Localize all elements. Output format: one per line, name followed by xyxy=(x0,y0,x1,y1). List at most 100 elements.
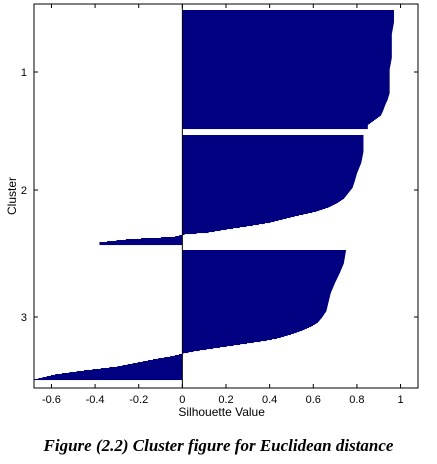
silhouette-bar xyxy=(182,95,389,97)
silhouette-bar xyxy=(182,332,297,334)
silhouette-bar xyxy=(182,128,368,130)
silhouette-bar xyxy=(50,375,183,377)
silhouette-bar xyxy=(182,182,355,184)
silhouette-bar xyxy=(142,361,183,363)
silhouette-bar xyxy=(182,260,345,262)
silhouette-bar xyxy=(182,202,339,204)
silhouette-bar xyxy=(182,45,392,47)
silhouette-bar xyxy=(182,289,333,291)
silhouette-bar xyxy=(182,161,362,163)
silhouette-bar xyxy=(182,220,279,222)
silhouette-bar xyxy=(182,309,327,311)
silhouette-bar xyxy=(182,327,310,329)
silhouette-bar xyxy=(182,316,323,318)
silhouette-bar xyxy=(55,374,183,376)
silhouette-bar xyxy=(182,11,394,13)
silhouette-bar xyxy=(182,228,234,230)
silhouette-bar xyxy=(182,150,364,152)
silhouette-bar xyxy=(182,336,285,338)
silhouette-bar xyxy=(182,334,291,336)
silhouette-bar xyxy=(182,307,328,309)
silhouette-bar xyxy=(182,301,329,303)
silhouette-bars xyxy=(34,10,394,381)
silhouette-bar xyxy=(182,226,247,228)
silhouette-bar xyxy=(182,283,335,285)
silhouette-bar xyxy=(182,100,388,102)
silhouette-bar xyxy=(182,110,384,112)
silhouette-bar xyxy=(182,250,346,252)
silhouette-bar xyxy=(182,154,363,156)
silhouette-bar xyxy=(182,174,357,176)
silhouette-bar xyxy=(182,104,386,106)
silhouette-bar xyxy=(182,78,390,80)
y-tick-label: 2 xyxy=(21,185,27,197)
silhouette-bar xyxy=(182,10,394,12)
x-axis-label: Silhouette Value xyxy=(178,405,265,419)
silhouette-bar xyxy=(182,299,330,301)
silhouette-bar xyxy=(182,305,328,307)
silhouette-bar xyxy=(182,66,391,68)
silhouette-bar xyxy=(182,30,393,32)
silhouette-bar xyxy=(182,166,360,168)
silhouette-bar xyxy=(116,240,183,242)
silhouette-bar xyxy=(182,91,390,93)
x-tick-label: 0.2 xyxy=(218,394,233,406)
silhouette-bar xyxy=(182,292,331,294)
silhouette-bar xyxy=(182,343,248,345)
silhouette-bar xyxy=(127,364,183,366)
silhouette-bar xyxy=(182,306,328,308)
silhouette-bar xyxy=(182,59,392,61)
silhouette-bar xyxy=(182,291,332,293)
silhouette-bar xyxy=(158,358,183,360)
silhouette-bar xyxy=(182,352,189,354)
silhouette-bar xyxy=(182,117,379,119)
silhouette-bar xyxy=(182,155,363,157)
silhouette-bar xyxy=(182,67,391,69)
silhouette-bar xyxy=(182,87,390,89)
cluster-3-bars xyxy=(34,250,346,381)
silhouette-bar xyxy=(182,143,364,145)
silhouette-bar xyxy=(182,258,345,260)
silhouette-bar xyxy=(182,86,390,88)
silhouette-bar xyxy=(182,337,281,339)
silhouette-bar xyxy=(182,160,362,162)
silhouette-bar xyxy=(182,321,319,323)
silhouette-bar xyxy=(182,40,392,42)
silhouette-bar xyxy=(182,54,392,56)
silhouette-bar xyxy=(182,259,345,261)
silhouette-bar xyxy=(182,221,275,223)
silhouette-bar xyxy=(182,162,362,164)
silhouette-bar xyxy=(182,138,364,140)
silhouette-bar xyxy=(182,37,392,39)
silhouette-bar xyxy=(182,346,227,348)
silhouette-bar xyxy=(182,281,336,283)
silhouette-bar xyxy=(109,367,183,369)
silhouette-bar xyxy=(182,107,385,109)
silhouette-bar xyxy=(182,178,356,180)
silhouette-bar xyxy=(182,27,394,29)
silhouette-bar xyxy=(182,345,234,347)
silhouette-bar xyxy=(182,269,342,271)
y-axis-ticks: 1 2 3 xyxy=(21,67,418,324)
silhouette-bar xyxy=(182,57,392,59)
silhouette-bar xyxy=(182,25,394,27)
silhouette-bar xyxy=(182,90,390,92)
silhouette-bar xyxy=(182,209,323,211)
silhouette-bar xyxy=(182,69,390,71)
silhouette-bar xyxy=(182,151,364,153)
silhouette-bar xyxy=(182,310,327,312)
silhouette-bar xyxy=(182,158,363,160)
y-axis-label: Cluster xyxy=(5,177,19,215)
silhouette-bar xyxy=(182,191,350,193)
silhouette-bar xyxy=(182,219,283,221)
silhouette-bar xyxy=(99,243,183,245)
silhouette-bar xyxy=(182,224,259,226)
silhouette-bar xyxy=(182,193,348,195)
silhouette-bar xyxy=(182,185,354,187)
silhouette-bar xyxy=(182,197,345,199)
silhouette-bar xyxy=(182,122,372,124)
silhouette-bar xyxy=(182,179,356,181)
silhouette-bar xyxy=(182,349,207,351)
silhouette-bar xyxy=(182,47,392,49)
silhouette-bar xyxy=(182,13,394,15)
